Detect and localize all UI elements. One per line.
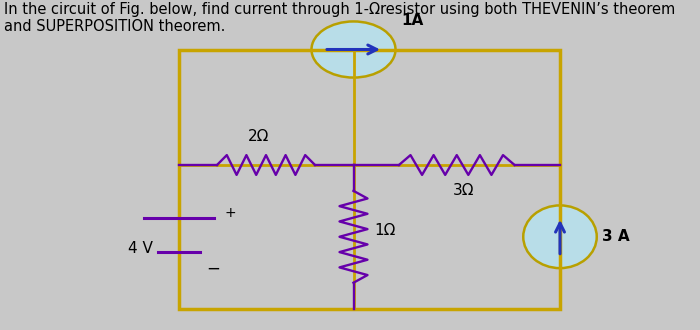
Text: +: + <box>224 206 236 220</box>
Text: 3Ω: 3Ω <box>453 183 475 198</box>
Ellipse shape <box>524 205 596 268</box>
Text: 2Ω: 2Ω <box>248 129 270 144</box>
Text: 1Ω: 1Ω <box>374 223 396 238</box>
Text: 1A: 1A <box>401 13 424 28</box>
Text: 3 A: 3 A <box>602 229 629 244</box>
Text: 4 V: 4 V <box>127 241 153 256</box>
Text: In the circuit of Fig. below, find current through 1-Ωresistor using both THEVEN: In the circuit of Fig. below, find curre… <box>4 2 675 34</box>
Ellipse shape <box>312 21 395 78</box>
Bar <box>178 50 560 309</box>
Text: −: − <box>206 260 220 278</box>
